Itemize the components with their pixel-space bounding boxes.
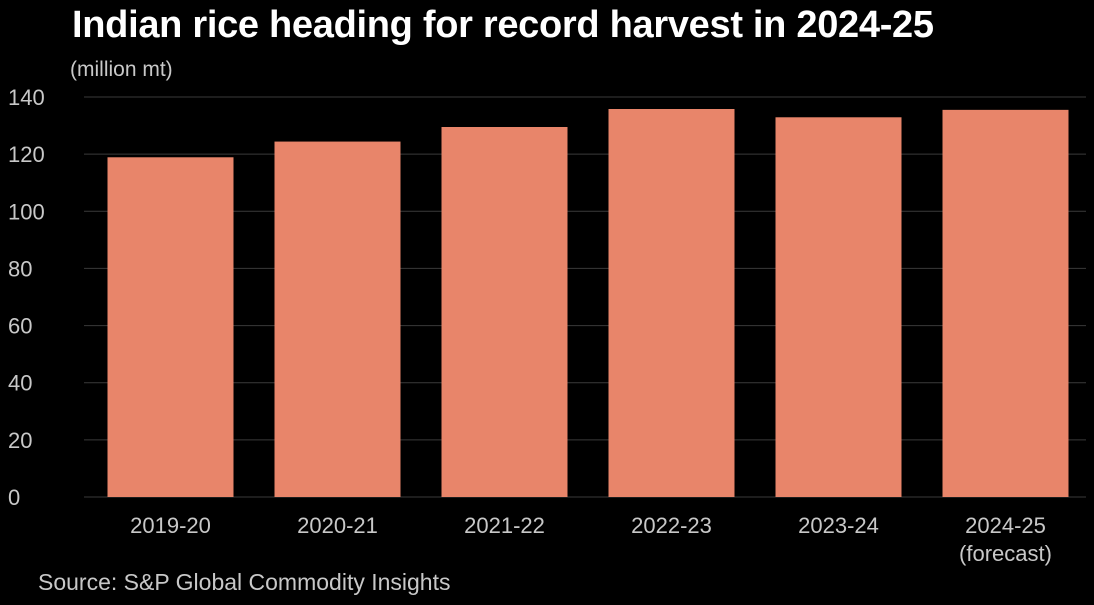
x-tick-label: 2023-24 xyxy=(798,513,879,538)
x-tick-label: 2022-23 xyxy=(631,513,712,538)
y-tick-label: 60 xyxy=(8,314,32,339)
y-tick-label: 0 xyxy=(8,485,20,510)
bar-2023-24 xyxy=(775,117,902,498)
bar-2022-23 xyxy=(608,109,735,497)
bar-2021-22 xyxy=(441,127,568,497)
y-tick-label: 80 xyxy=(8,256,32,281)
grid-lines xyxy=(84,96,1086,498)
unit-label: (million mt) xyxy=(70,58,173,81)
y-tick-label: 40 xyxy=(8,371,32,396)
y-tick-label: 140 xyxy=(8,85,45,110)
x-tick-label: 2020-21 xyxy=(297,513,378,538)
y-tick-label: 20 xyxy=(8,428,32,453)
bar-2019-20 xyxy=(107,157,234,498)
bar-2024-25 xyxy=(942,109,1069,497)
x-tick-label: 2019-20 xyxy=(130,513,211,538)
x-tick-label: 2021-22 xyxy=(464,513,545,538)
bars xyxy=(107,109,1069,498)
x-tick-sublabel: (forecast) xyxy=(959,541,1052,566)
y-tick-label: 120 xyxy=(8,142,45,167)
y-axis-ticks: 0 20 40 60 80 100 120 140 xyxy=(8,85,45,510)
chart-title: Indian rice heading for record harvest i… xyxy=(72,4,934,46)
y-tick-label: 100 xyxy=(8,199,45,224)
bar-2020-21 xyxy=(274,141,401,498)
source-note: Source: S&P Global Commodity Insights xyxy=(38,569,451,595)
x-axis-ticks: 2019-20 2020-21 2021-22 2022-23 2023-24 2024-… xyxy=(130,513,1052,566)
x-tick-label: 2024-25 xyxy=(965,513,1046,538)
